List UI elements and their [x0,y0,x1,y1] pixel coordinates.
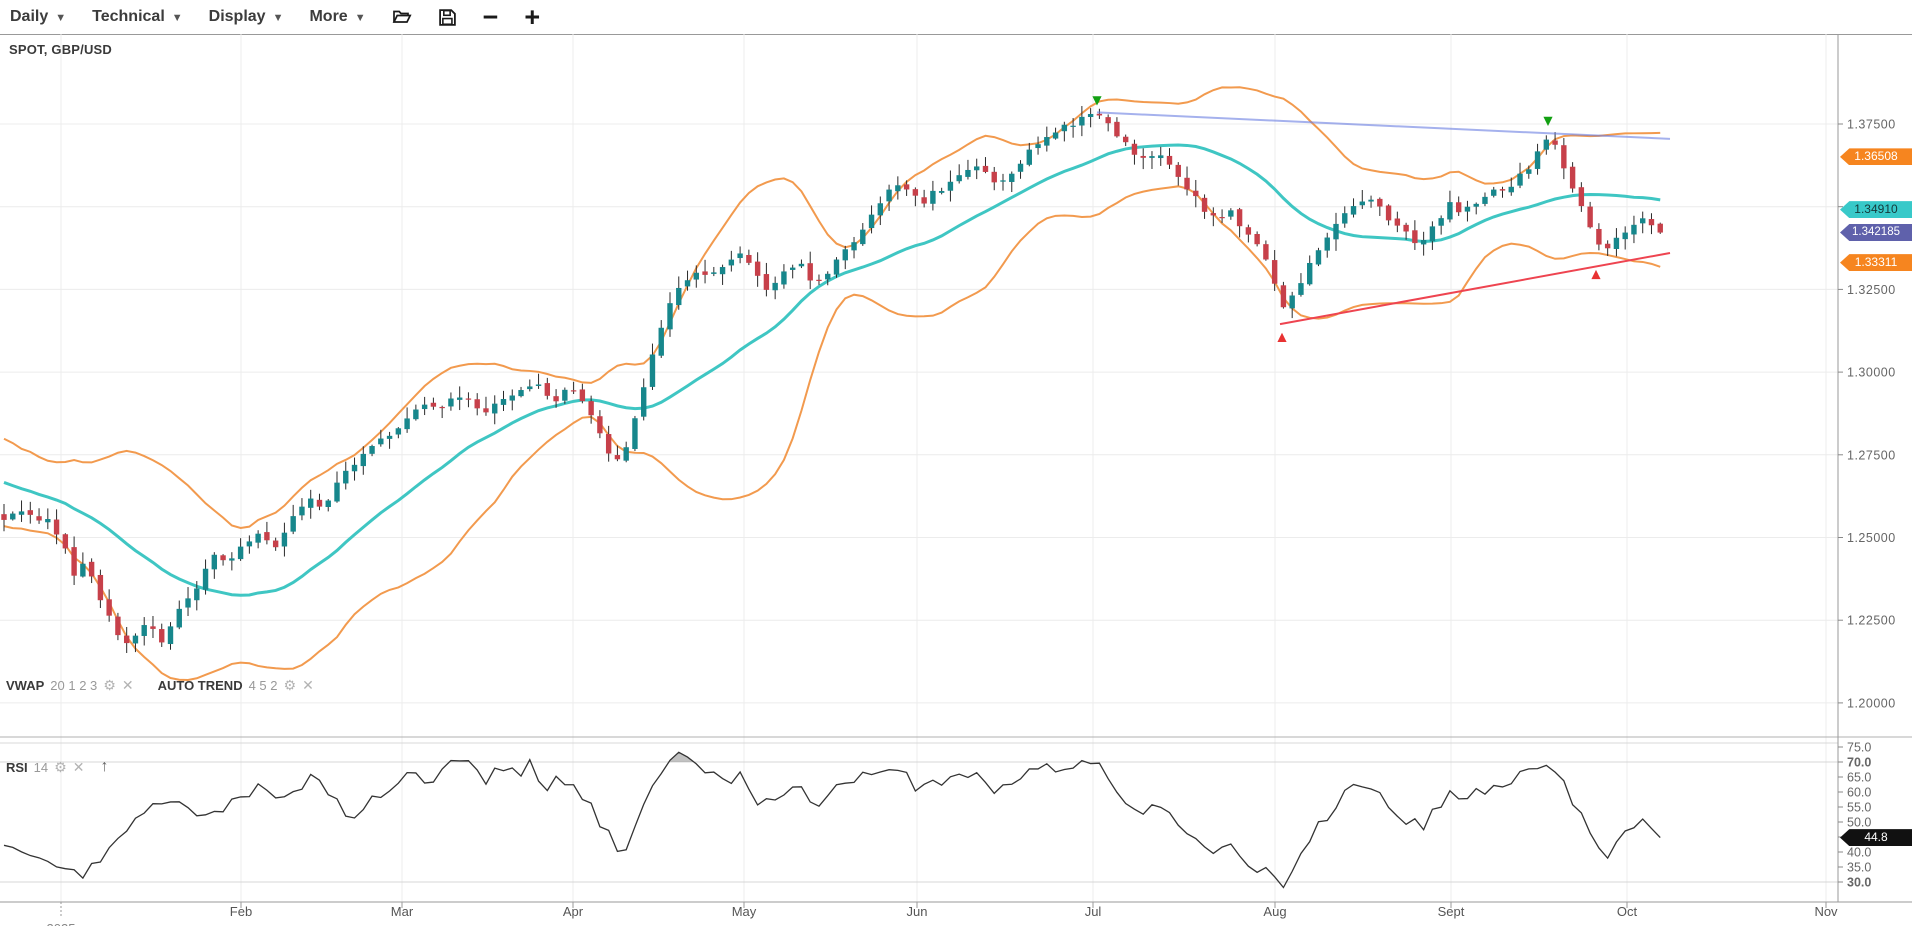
svg-text:65.0: 65.0 [1847,771,1871,785]
trend-triangle-down-marker [1543,116,1553,126]
resistance-trendline [1096,111,1671,140]
save-icon[interactable] [438,8,457,27]
svg-text:Sept: Sept [1438,904,1465,919]
svg-text:40.0: 40.0 [1847,846,1871,860]
svg-text:75.0: 75.0 [1847,741,1871,755]
upper-band-line [3,86,1661,530]
lower-band-line [3,185,1661,682]
svg-text:1.25000: 1.25000 [1847,531,1896,545]
rsi-overbought-fill [4,752,1661,762]
vwap-line [3,143,1661,597]
trend-triangle-up-marker [1591,269,1601,280]
rsi-indicator-name: RSI [6,759,28,775]
auto-trend-settings-gear-icon[interactable]: ⚙ [283,677,297,693]
svg-text:70.0: 70.0 [1847,756,1871,770]
svg-text:35.0: 35.0 [1847,861,1871,875]
svg-text:Feb: Feb [230,904,252,919]
collapse-pane-arrow-icon[interactable]: ↑ [100,758,109,775]
zoom-in-icon[interactable]: + [524,2,541,32]
svg-text:50.0: 50.0 [1847,816,1871,830]
rsi-indicator-params: 14 [33,759,49,775]
rsi-layer [3,751,1661,889]
vwap-indicator-chip: VWAP 20 1 2 3 ⚙ ✕ AUTO TREND 4 5 2 ⚙ ✕ [6,677,314,694]
price-axis[interactable]: 1.37500 1.32500 1.30000 1.27500 1.25000 1.225… [1838,118,1896,890]
chevron-down-icon: ▼ [171,12,183,24]
time-axis[interactable]: Feb Mar Apr May Jun Jul Aug Sept Oct Nov 2025 [47,902,1839,926]
menu-timeframe-label: Daily [10,8,49,25]
support-trendline [1279,252,1671,326]
auto-trend-indicator-name: AUTO TREND [157,678,243,693]
svg-text:Apr: Apr [563,904,584,919]
zoom-out-icon[interactable]: − [482,2,499,32]
svg-text:60.0: 60.0 [1847,786,1871,800]
menu-display-label: Display [208,8,266,25]
lower-band-badge: 1.33311 [1840,254,1912,272]
svg-text:Jun: Jun [907,904,928,919]
toolbar: Daily ▼ Technical ▼ Display ▼ More ▼ − + [0,0,1912,35]
vwap-badge: 1.34910 [1840,201,1912,219]
svg-text:1.27500: 1.27500 [1847,448,1896,462]
vwap-settings-gear-icon[interactable]: ⚙ [103,677,116,693]
rsi-remove-icon[interactable]: ✕ [72,758,85,775]
chart-canvas[interactable]: 1.37500 1.32500 1.30000 1.27500 1.25000 1.225… [0,34,1912,926]
svg-text:1.22500: 1.22500 [1847,614,1896,628]
open-folder-icon[interactable] [392,8,412,26]
candles-layer [1,106,1663,653]
svg-text:1.37500: 1.37500 [1847,118,1896,132]
menu-more[interactable]: More ▼ [309,8,365,26]
vwap-indicator-params: 20 1 2 3 [50,678,98,693]
rsi-indicator-chip: RSI 14 ⚙ ✕ ↑ [6,758,108,776]
auto-trend-indicator-params: 4 5 2 [248,678,278,693]
vwap-bands-layer [3,86,1661,682]
menu-display[interactable]: Display ▼ [209,8,284,26]
trend-triangle-down-marker [1092,96,1102,106]
trend-triangle-up-marker [1277,332,1287,342]
svg-text:1.32500: 1.32500 [1847,283,1896,297]
symbol-label: SPOT, GBP/USD [9,42,113,57]
menu-technical-label: Technical [92,8,165,25]
menu-more-label: More [309,8,348,25]
svg-text:May: May [732,904,757,919]
svg-text:Jul: Jul [1085,904,1102,919]
menu-technical[interactable]: Technical ▼ [92,8,183,26]
last-price-badge: 1.342185 [1840,224,1912,242]
chevron-down-icon: ▼ [55,12,67,24]
svg-text:55.0: 55.0 [1847,801,1871,815]
svg-text:Mar: Mar [391,904,414,919]
upper-band-badge: 1.36508 [1840,148,1912,166]
chevron-down-icon: ▼ [272,12,284,24]
auto-trend-layer [1092,96,1671,342]
chart-svg: 1.37500 1.32500 1.30000 1.27500 1.25000 1.225… [0,34,1912,926]
menu-timeframe[interactable]: Daily ▼ [10,8,66,26]
chevron-down-icon: ▼ [354,12,366,24]
vwap-remove-icon[interactable]: ✕ [121,677,134,693]
rsi-value-badge: 44.8 [1840,829,1912,847]
pane-frames [0,34,1912,903]
svg-text:Oct: Oct [1617,904,1638,919]
svg-text:Nov: Nov [1814,904,1838,919]
svg-text:Aug: Aug [1263,904,1286,919]
vwap-indicator-name: VWAP [6,678,45,693]
svg-text:30.0: 30.0 [1847,876,1871,890]
rsi-line [3,751,1661,889]
rsi-settings-gear-icon[interactable]: ⚙ [54,758,67,775]
auto-trend-remove-icon[interactable]: ✕ [302,677,314,693]
svg-text:2025: 2025 [47,921,76,926]
svg-text:1.20000: 1.20000 [1847,696,1896,710]
svg-text:1.30000: 1.30000 [1847,366,1896,380]
